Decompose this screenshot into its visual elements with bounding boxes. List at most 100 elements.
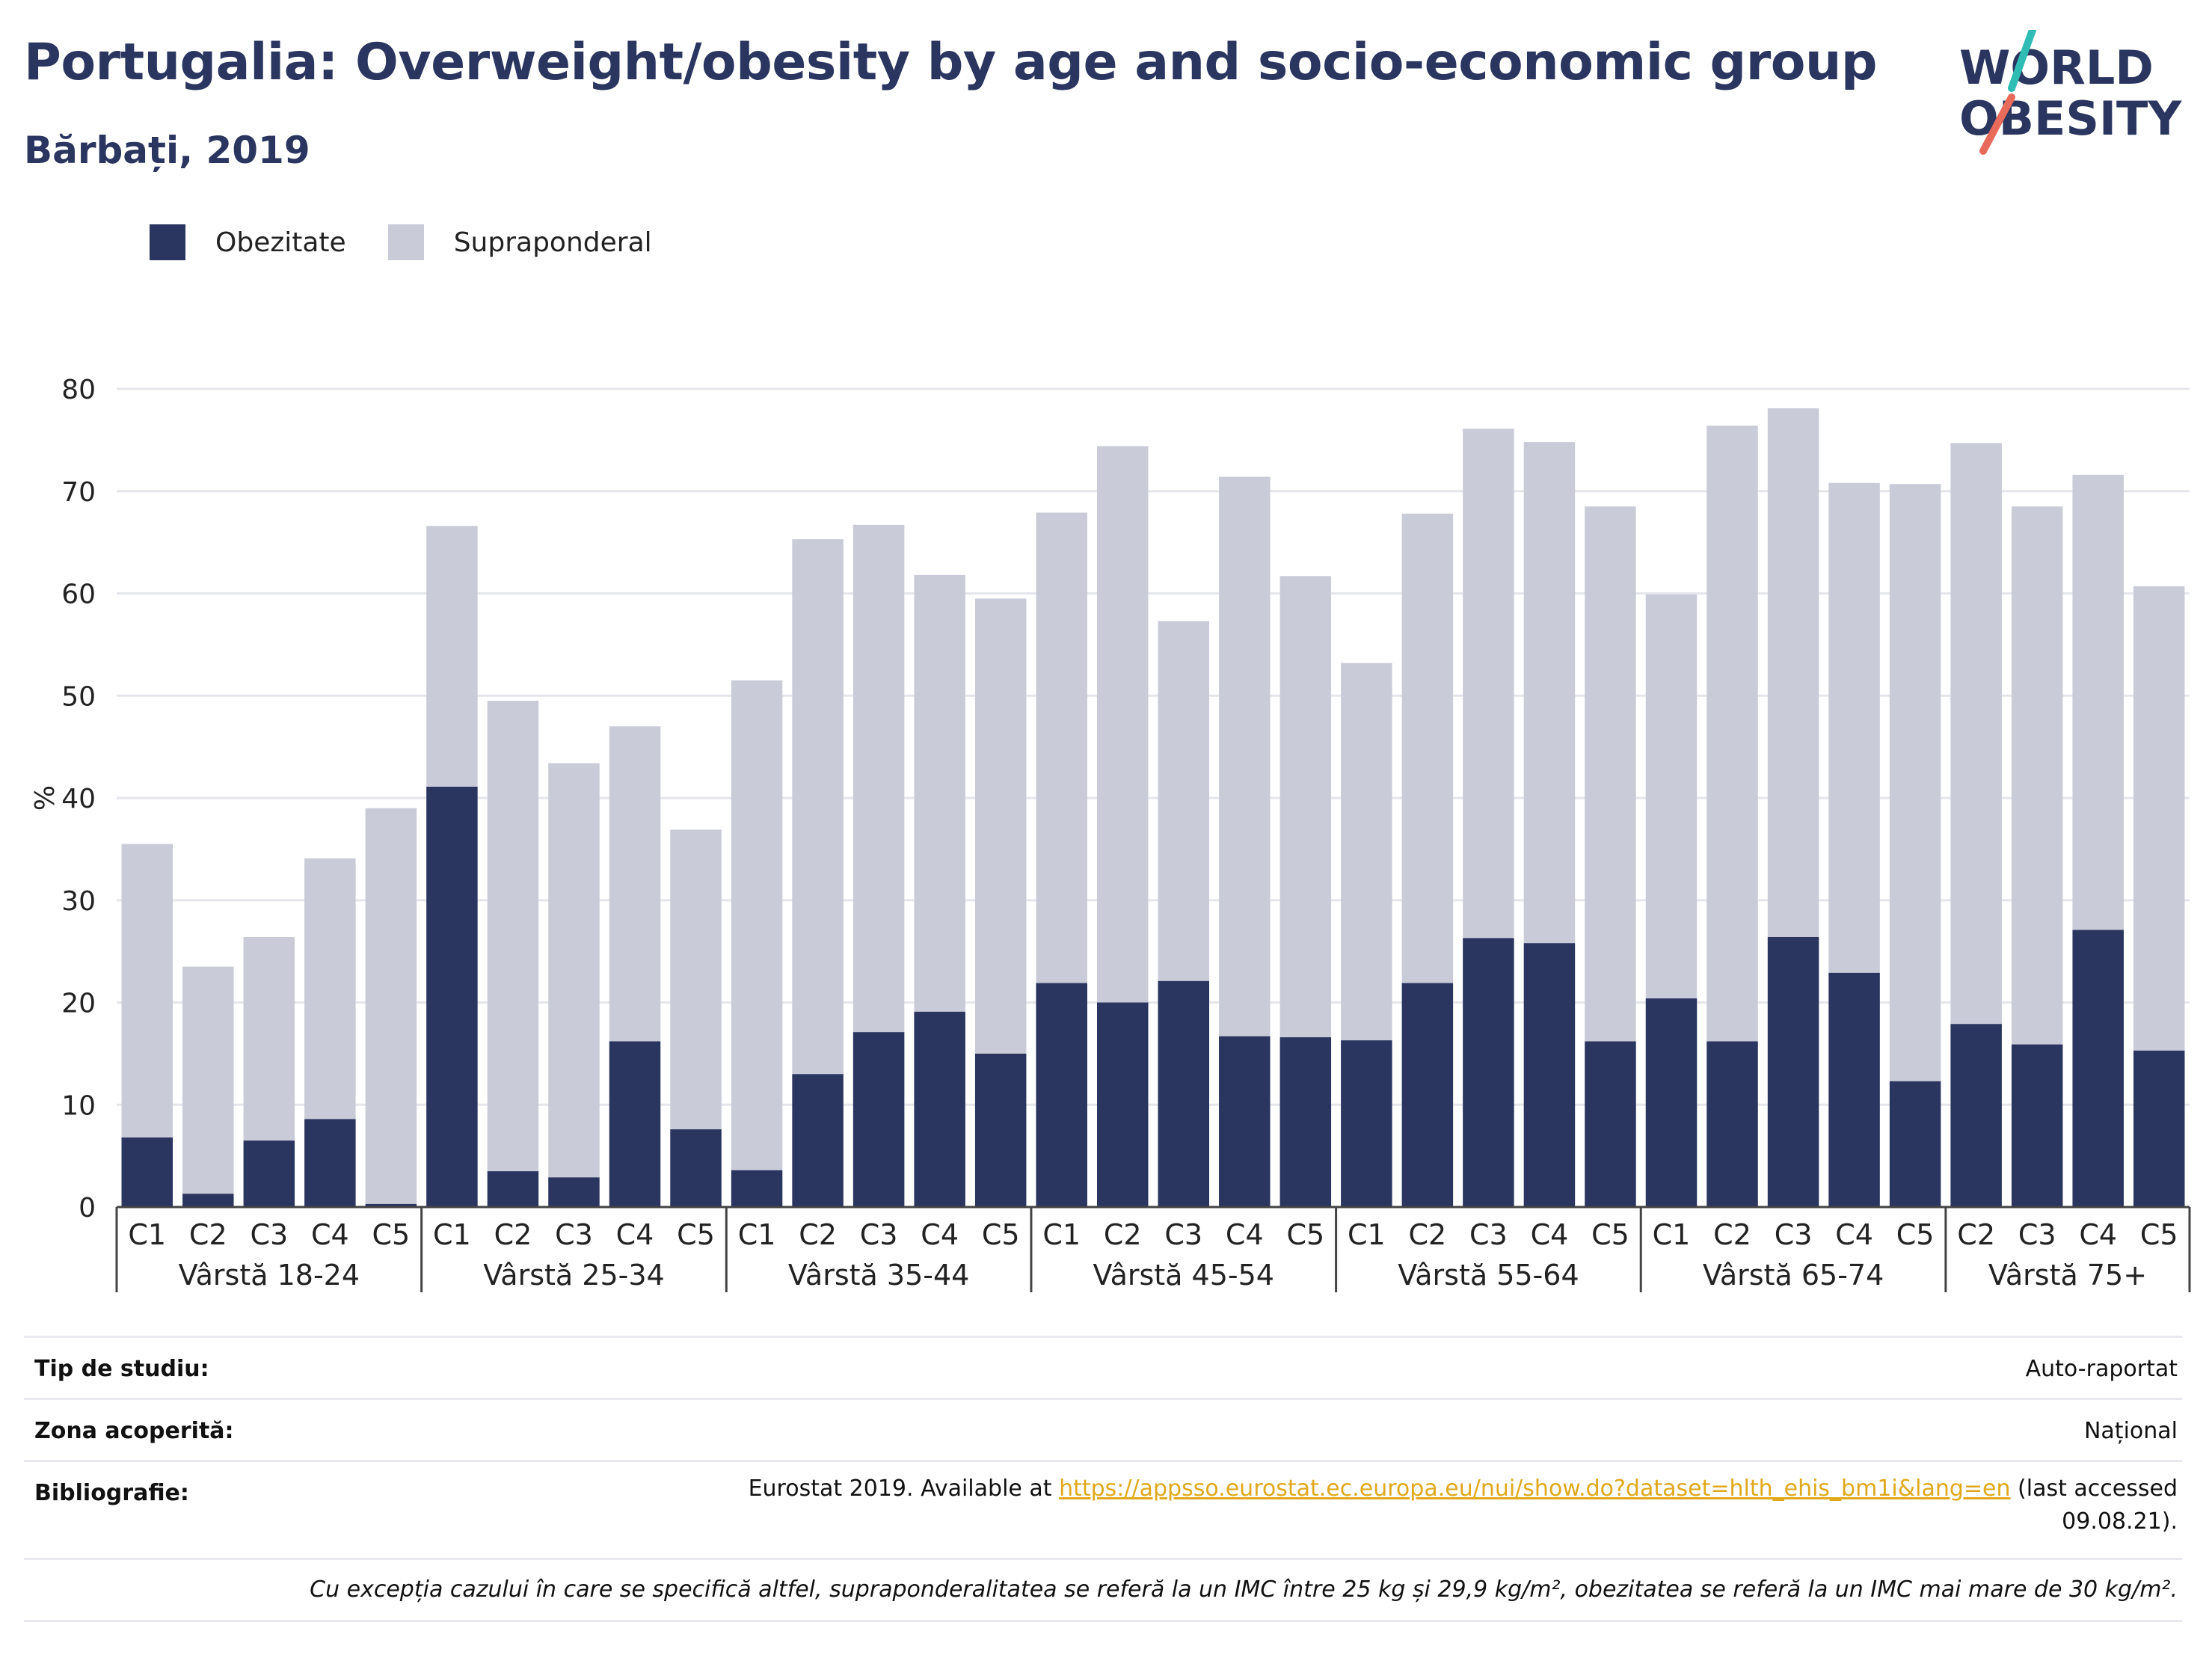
bar-obesity	[487, 1171, 539, 1207]
x-tick-label: C3	[1164, 1218, 1202, 1251]
bar-overweight	[1828, 482, 1880, 973]
x-group-label: Vârstă 45-54	[1093, 1259, 1274, 1292]
x-tick-label: C5	[677, 1218, 715, 1251]
bar-overweight	[1645, 594, 1698, 999]
x-group-label: Vârstă 65-74	[1703, 1259, 1884, 1292]
x-tick-label: C1	[433, 1218, 471, 1251]
y-tick-label: 30	[61, 886, 96, 917]
bar-overweight	[1158, 621, 1210, 981]
bar-overweight	[2011, 506, 2063, 1045]
bar-overweight	[1585, 506, 1636, 1042]
bar-obesity	[1767, 936, 1819, 1207]
x-tick-label: C3	[1469, 1218, 1508, 1251]
bar-obesity	[2133, 1050, 2185, 1207]
logo-slash-bottom-icon	[1979, 93, 2015, 155]
bar-overweight	[2072, 474, 2124, 930]
bar-overweight	[365, 808, 417, 1204]
x-tick-label: C1	[1348, 1218, 1386, 1251]
y-axis-label: %	[30, 785, 61, 811]
x-group-label: Vârstă 55-64	[1398, 1259, 1579, 1292]
bar-obesity	[1463, 938, 1514, 1207]
info-table: Tip de studiu: Auto-raportat Zona acoper…	[24, 1336, 2182, 1622]
y-tick-label: 70	[61, 477, 96, 508]
x-tick-label: C4	[1835, 1218, 1873, 1251]
bar-obesity	[1096, 1002, 1149, 1207]
bar-overweight	[1950, 443, 2002, 1025]
x-tick-label: C2	[1409, 1218, 1447, 1251]
bar-overweight	[487, 701, 539, 1172]
bar-overweight	[1463, 429, 1514, 939]
x-tick-label: C5	[1896, 1218, 1935, 1251]
x-tick-label: C2	[189, 1218, 227, 1251]
bar-overweight	[1279, 576, 1332, 1037]
legend-item-overweight: Supraponderal	[387, 224, 652, 260]
info-row-study-type: Tip de studiu: Auto-raportat	[24, 1336, 2182, 1398]
bar-obesity	[1645, 998, 1698, 1207]
bar-obesity	[1279, 1037, 1332, 1207]
bar-overweight	[1219, 476, 1271, 1037]
bar-obesity	[426, 786, 478, 1207]
y-tick-label: 50	[61, 681, 96, 712]
x-tick-label: C4	[311, 1218, 349, 1251]
x-tick-label: C5	[2140, 1218, 2178, 1251]
logo-slash-top-icon	[2008, 30, 2036, 92]
y-tick-label: 10	[61, 1090, 96, 1121]
bar-overweight	[1889, 484, 1941, 1081]
x-group-label: Vârstă 18-24	[179, 1259, 360, 1292]
x-tick-label: C3	[250, 1218, 288, 1251]
bar-overweight	[1036, 512, 1087, 983]
bar-obesity	[1889, 1081, 1941, 1207]
bar-overweight	[792, 539, 844, 1075]
bar-obesity	[1219, 1036, 1271, 1207]
logo-line1: WORLD	[1959, 40, 2154, 95]
bar-obesity	[243, 1140, 295, 1207]
y-tick-label: 20	[61, 989, 96, 1019]
bar-overweight	[304, 858, 356, 1120]
bar-overweight	[670, 829, 722, 1130]
x-tick-label: C5	[372, 1218, 411, 1251]
info-row-bibliography: Bibliografie: Eurostat 2019. Available a…	[24, 1460, 2182, 1558]
bar-overweight	[243, 936, 295, 1141]
bibliography-value: Eurostat 2019. Available at https://apps…	[749, 1473, 2178, 1538]
x-tick-label: C2	[1713, 1218, 1751, 1251]
stacked-bar-chart: 0 10 20 30 40 50 60 70 80% C1 C2 C3 C4 C5 Vârstă 18-24…	[30, 375, 2191, 1292]
bar-overweight	[2133, 586, 2185, 1051]
y-tick-label: 40	[61, 784, 96, 814]
y-tick-label: 0	[79, 1193, 96, 1223]
x-tick-label: C4	[921, 1218, 959, 1251]
bar-overweight	[1341, 663, 1392, 1041]
world-obesity-logo: WORLD OBESITY	[1959, 30, 2182, 155]
x-tick-label: C2	[799, 1218, 837, 1251]
bar-overweight	[182, 966, 234, 1194]
x-tick-label: C1	[738, 1218, 776, 1251]
legend-label-obesity: Obezitate	[215, 227, 346, 258]
x-tick-label: C4	[616, 1218, 654, 1251]
bar-overweight	[731, 680, 783, 1170]
x-tick-label: C2	[1104, 1218, 1142, 1251]
bar-obesity	[1401, 983, 1454, 1207]
legend-swatch-obesity	[150, 224, 185, 260]
bar-obesity	[1158, 980, 1210, 1207]
definition-note: Cu excepția cazului în care se specifică…	[310, 1576, 2178, 1603]
bar-overweight	[974, 598, 1027, 1054]
bar-obesity	[609, 1041, 661, 1207]
bar-obesity	[1341, 1040, 1392, 1207]
bar-overweight	[121, 844, 173, 1138]
chart-subtitle: Bărbați, 2019	[24, 129, 310, 172]
legend-swatch-overweight	[387, 224, 424, 260]
legend-item-obesity: Obezitate	[150, 224, 346, 260]
bar-obesity	[365, 1203, 417, 1207]
bar-obesity	[1706, 1041, 1758, 1207]
bar-obesity	[304, 1119, 356, 1207]
x-tick-label: C1	[1653, 1218, 1691, 1251]
bibliography-link[interactable]: https://appsso.eurostat.ec.europa.eu/nui…	[1059, 1476, 2011, 1502]
x-tick-label: C5	[1591, 1218, 1629, 1251]
bibliography-suffix: (last accessed	[2010, 1476, 2178, 1502]
bar-overweight	[1096, 446, 1149, 1003]
x-tick-label: C4	[2079, 1218, 2117, 1251]
bar-overweight	[1401, 513, 1454, 983]
bar-obesity	[1523, 943, 1576, 1207]
bar-obesity	[2011, 1044, 2063, 1207]
bar-obesity	[548, 1177, 600, 1207]
coverage-label: Zona acoperită:	[34, 1418, 234, 1444]
